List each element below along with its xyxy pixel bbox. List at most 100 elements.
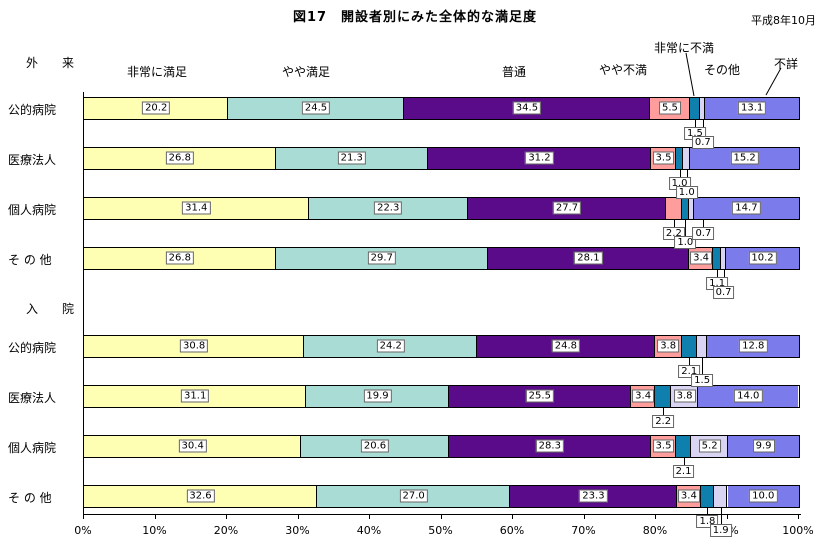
segment-value-label: 3.4: [690, 251, 712, 265]
x-axis-tick: [726, 514, 728, 519]
segment-value-label: 21.3: [337, 151, 366, 165]
segment-value-label: 13.1: [738, 101, 767, 115]
segment-value-label: 31.2: [525, 151, 554, 165]
bar-segment: [676, 148, 684, 169]
x-axis-tick: [583, 514, 585, 519]
row-label: 医療法人: [8, 153, 57, 167]
bar-row: 30.8 24.2 24.8 3.8 2.1 1.5 12.8: [83, 335, 800, 387]
legend-label-7: 不詳: [773, 57, 799, 71]
segment-value-label: 15.2: [730, 151, 759, 165]
callout-line: [694, 119, 696, 127]
segment-value-label: 31.1: [181, 389, 210, 403]
x-axis-tick: [369, 514, 370, 519]
bar-segment: [721, 248, 727, 269]
segment-value-label: 32.6: [186, 489, 215, 503]
bar-row: 32.6 27.0 23.3 3.4 1.8 1.9 10.0: [83, 485, 800, 537]
segment-value-callout: 2.2: [652, 415, 675, 428]
segment-value-callout: 0.7: [691, 136, 714, 149]
x-axis-tick-label: 70%: [571, 524, 596, 537]
segment-value-callout: 0.7: [692, 227, 715, 240]
legend-label-5: 非常に不満: [653, 41, 715, 55]
chart-title: 図17 開設者別にみた全体的な満足度: [292, 10, 538, 25]
segment-value-label: 20.6: [360, 439, 390, 453]
legend-label-4: やや不満: [598, 63, 648, 77]
segment-value-label: 14.7: [732, 201, 761, 215]
segment-value-label: 9.9: [752, 439, 775, 453]
segment-value-label: 22.3: [374, 201, 403, 215]
bar-row: 20.2 24.5 34.5 5.5 1.5 0.7 13.1: [83, 97, 800, 149]
segment-value-label: 27.7: [552, 201, 582, 215]
x-axis-tick: [83, 514, 84, 519]
segment-value-label: 3.4: [677, 489, 700, 503]
bar-segment: [689, 98, 701, 119]
row-label: 公的病院: [8, 103, 57, 117]
segment-value-callout: 2.1: [672, 465, 695, 478]
bar-segment: [676, 436, 692, 457]
bar-segment: [666, 198, 682, 219]
segment-value-label: 28.3: [535, 439, 564, 453]
x-axis-tick-label: 50%: [428, 524, 453, 537]
segment-value-label: 31.4: [182, 201, 211, 215]
segment-value-label: 3.8: [657, 339, 680, 353]
row-label: そ の 他: [8, 491, 52, 505]
segment-value-label: 20.2: [142, 101, 171, 115]
segment-value-label: 5.2: [698, 439, 721, 453]
segment-value-label: 3.5: [652, 439, 675, 453]
callout-line: [683, 457, 685, 465]
x-axis-tick-label: 10%: [142, 524, 167, 537]
x-axis-tick-label: 30%: [285, 524, 310, 537]
bar-segment: [713, 248, 722, 269]
legend-label-1: 非常に満足: [126, 65, 188, 79]
segment-value-callout: 1.5: [691, 374, 714, 387]
segment-value-callout: 1.0: [675, 186, 698, 199]
row-label: 医療法人: [8, 391, 57, 405]
x-axis-tick-label: 80%: [642, 524, 668, 537]
segment-value-label: 26.8: [165, 151, 194, 165]
segment-value-label: 30.8: [179, 339, 209, 353]
x-axis-tick-label: 0%: [74, 524, 92, 537]
row-label: そ の 他: [8, 253, 52, 267]
row-label: 個人病院: [8, 441, 57, 455]
bar-row: 26.8 29.7 28.1 3.4 1.1 0.7 10.2: [83, 247, 800, 299]
x-axis-tick-label: 40%: [356, 524, 382, 537]
segment-value-label: 5.5: [658, 101, 681, 115]
callout-line: [673, 219, 675, 227]
callout-line: [702, 357, 704, 374]
segment-value-callout: 1.0: [674, 236, 697, 249]
bar-segment: [713, 486, 728, 507]
segment-value-label: 34.5: [512, 101, 542, 115]
bar-segment: [688, 198, 694, 219]
x-axis-tick: [154, 514, 156, 519]
segment-value-label: 23.3: [579, 489, 608, 503]
survey-date-label: 平成8年10月: [751, 14, 816, 27]
segment-value-label: 3.4: [632, 389, 655, 403]
group-label: 外 来: [26, 56, 81, 70]
callout-line: [707, 507, 709, 515]
x-axis-tick: [226, 514, 227, 519]
segment-value-label: 28.1: [574, 251, 603, 265]
segment-value-label: 25.5: [525, 389, 554, 403]
legend-label-2: やや満足: [281, 65, 331, 79]
segment-value-callout: 0.7: [712, 286, 735, 299]
callout-line: [717, 269, 719, 277]
bar-row: 31.4 22.3 27.7 2.2 1.0 0.7 14.7: [83, 197, 800, 249]
segment-value-label: 3.8: [673, 389, 696, 403]
segment-value-label: 26.8: [165, 251, 194, 265]
bar-segment: [696, 336, 708, 357]
segment-value-label: 10.0: [749, 489, 778, 503]
segment-value-label: 27.0: [399, 489, 428, 503]
segment-value-callout: 1.9: [709, 524, 732, 537]
bar-segment: [683, 148, 691, 169]
segment-value-label: 10.2: [748, 251, 777, 265]
callout-line: [703, 219, 705, 227]
x-axis-line: [83, 514, 801, 515]
callout-line: [679, 169, 681, 177]
x-axis-tick-label: 60%: [499, 524, 525, 537]
y-axis-line: [83, 92, 84, 514]
segment-value-label: 19.9: [363, 389, 392, 403]
bar-row: 26.8 21.3 31.2 3.5 1.0 1.0 15.2: [83, 147, 800, 199]
legend-label-6: その他: [703, 63, 741, 77]
callout-line: [663, 407, 665, 415]
segment-value-label: 3.5: [652, 151, 675, 165]
